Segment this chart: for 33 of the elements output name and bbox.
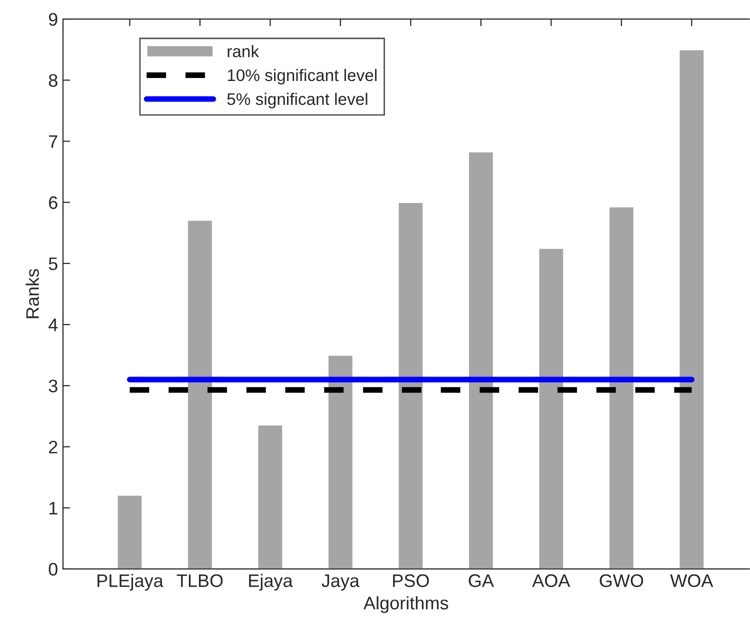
x-tick-label: TLBO xyxy=(176,574,223,588)
x-tick-label: PSO xyxy=(393,574,429,588)
bar xyxy=(116,494,144,569)
x-tick-label: WOA xyxy=(670,574,714,588)
bar xyxy=(397,202,424,569)
y-tick-label: 9 xyxy=(48,12,58,26)
legend-label: 5% significant level xyxy=(227,92,368,108)
x-tick-label: AOA xyxy=(532,574,570,588)
x-axis-title: Algorithms xyxy=(364,596,448,614)
legend-label: 10% significant level xyxy=(228,68,377,84)
legend-label: rank xyxy=(228,45,260,58)
bar xyxy=(608,206,635,569)
x-tick-label: Ejaya xyxy=(249,574,293,591)
y-tick-label: 8 xyxy=(48,74,58,87)
x-tick-label: Jaya xyxy=(322,574,360,591)
y-tick-label: 6 xyxy=(49,196,58,210)
y-tick-label: 4 xyxy=(48,318,58,332)
y-tick-label: 1 xyxy=(49,502,58,514)
x-tick-label: GWO xyxy=(600,574,644,588)
bar xyxy=(186,219,214,569)
y-tick-label: 3 xyxy=(48,380,58,392)
y-tick-label: 2 xyxy=(49,440,58,454)
bar xyxy=(327,354,354,569)
y-tick-label: 5 xyxy=(48,258,58,270)
bar xyxy=(256,424,284,569)
x-tick-label: PLEjaya xyxy=(98,574,164,591)
bar xyxy=(678,48,705,569)
y-axis-title: Ranks xyxy=(26,269,39,318)
y-tick-label: 7 xyxy=(49,135,58,148)
bar xyxy=(468,150,494,569)
y-tick-label: 0 xyxy=(48,562,58,576)
x-tick-label: GA xyxy=(468,574,494,588)
bar xyxy=(538,247,565,569)
